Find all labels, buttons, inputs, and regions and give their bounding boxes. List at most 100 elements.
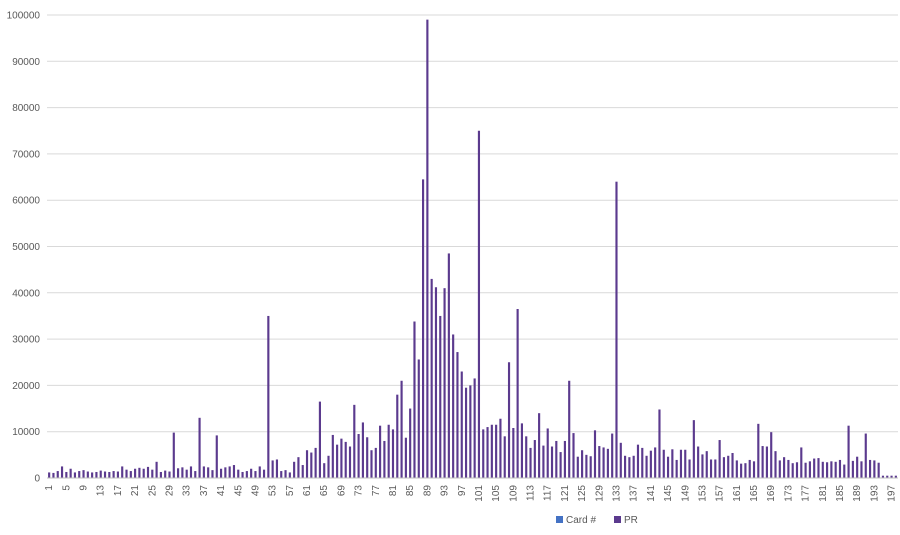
x-tick-label: 145 [663, 485, 674, 502]
x-tick-label: 133 [611, 485, 622, 502]
bar [585, 454, 588, 478]
bar [709, 459, 713, 478]
bar [155, 461, 158, 478]
bar [370, 450, 373, 478]
bar [314, 447, 317, 478]
bar [868, 459, 872, 478]
x-tick-label: 21 [130, 485, 141, 497]
x-tick-label: 105 [491, 485, 502, 502]
y-tick-label: 40000 [12, 288, 40, 299]
x-tick-label: 157 [715, 485, 726, 502]
bar [456, 352, 459, 478]
bar [499, 418, 502, 478]
bar [714, 459, 717, 478]
bar [671, 449, 674, 478]
bar [641, 447, 644, 478]
bar [477, 130, 481, 478]
bar [116, 471, 119, 478]
bar [409, 408, 412, 478]
bar [529, 447, 532, 478]
x-tick-label: 185 [835, 485, 846, 502]
bar [645, 455, 648, 478]
x-tick-label: 129 [594, 485, 605, 502]
bar [705, 451, 708, 478]
bar [262, 469, 266, 478]
x-tick-label: 25 [147, 485, 158, 497]
x-tick-label: 73 [354, 485, 365, 497]
bar [795, 462, 799, 478]
x-tick-label: 93 [440, 485, 451, 497]
pr-series [48, 19, 897, 479]
y-tick-label: 100000 [7, 11, 41, 22]
y-axis: 0 10000 20000 30000 40000 50000 60000 70000 8000… [7, 11, 41, 485]
bar [185, 469, 188, 478]
x-tick-label: 45 [233, 485, 244, 497]
bar [146, 466, 150, 478]
bar [516, 309, 519, 478]
bar [864, 433, 867, 478]
bar [486, 427, 489, 478]
bar [52, 472, 55, 478]
x-tick-label: 61 [302, 485, 313, 497]
bar [593, 430, 597, 478]
bar [202, 466, 205, 478]
x-tick-label: 85 [405, 485, 416, 497]
bar [336, 444, 339, 478]
bar [237, 469, 240, 478]
bar [447, 253, 450, 478]
bar [512, 428, 515, 478]
bar [791, 463, 794, 478]
bar [361, 422, 364, 478]
x-tick-label: 13 [96, 485, 107, 497]
bar [894, 475, 897, 478]
x-tick-label: 165 [749, 485, 760, 502]
bar [851, 460, 854, 478]
bar [340, 438, 343, 478]
x-tick-label: 33 [182, 485, 193, 497]
bar [838, 459, 842, 478]
x-tick-label: 177 [801, 485, 812, 502]
bar [598, 446, 601, 478]
bar [69, 468, 72, 478]
x-tick-label: 121 [560, 485, 571, 502]
bar [692, 420, 695, 479]
bar [86, 471, 89, 478]
bar [636, 444, 640, 478]
bar [301, 465, 304, 478]
bar [581, 450, 584, 478]
bar [452, 334, 455, 478]
bar [78, 471, 81, 478]
bar [843, 464, 846, 478]
bar [108, 471, 111, 478]
bar [748, 459, 751, 478]
x-tick-label: 65 [319, 485, 330, 497]
bar [258, 466, 261, 478]
bar [189, 466, 193, 478]
bar [654, 447, 657, 478]
bar [576, 456, 579, 478]
bar [198, 417, 201, 478]
bar [318, 401, 321, 478]
bar [886, 475, 889, 478]
bar [550, 446, 554, 478]
x-tick-label: 181 [818, 485, 829, 502]
bar [138, 467, 141, 478]
x-tick-label: 41 [216, 485, 227, 497]
bar [752, 461, 756, 478]
bar [297, 457, 300, 478]
bar [99, 470, 102, 478]
x-tick-label: 9 [79, 485, 90, 491]
x-tick-label: 169 [766, 485, 777, 502]
bar [396, 394, 399, 478]
bar [443, 288, 446, 478]
y-tick-label: 20000 [12, 381, 40, 392]
x-tick-label: 101 [474, 485, 485, 502]
bar [542, 445, 545, 478]
bar [697, 446, 700, 478]
bar [103, 471, 107, 478]
bar [164, 470, 167, 478]
bar [121, 466, 124, 478]
legend-label: PR [624, 515, 638, 526]
bar [310, 452, 313, 478]
